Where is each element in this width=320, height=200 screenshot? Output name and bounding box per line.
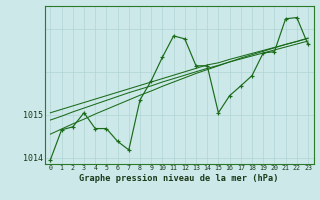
X-axis label: Graphe pression niveau de la mer (hPa): Graphe pression niveau de la mer (hPa) [79, 174, 279, 183]
